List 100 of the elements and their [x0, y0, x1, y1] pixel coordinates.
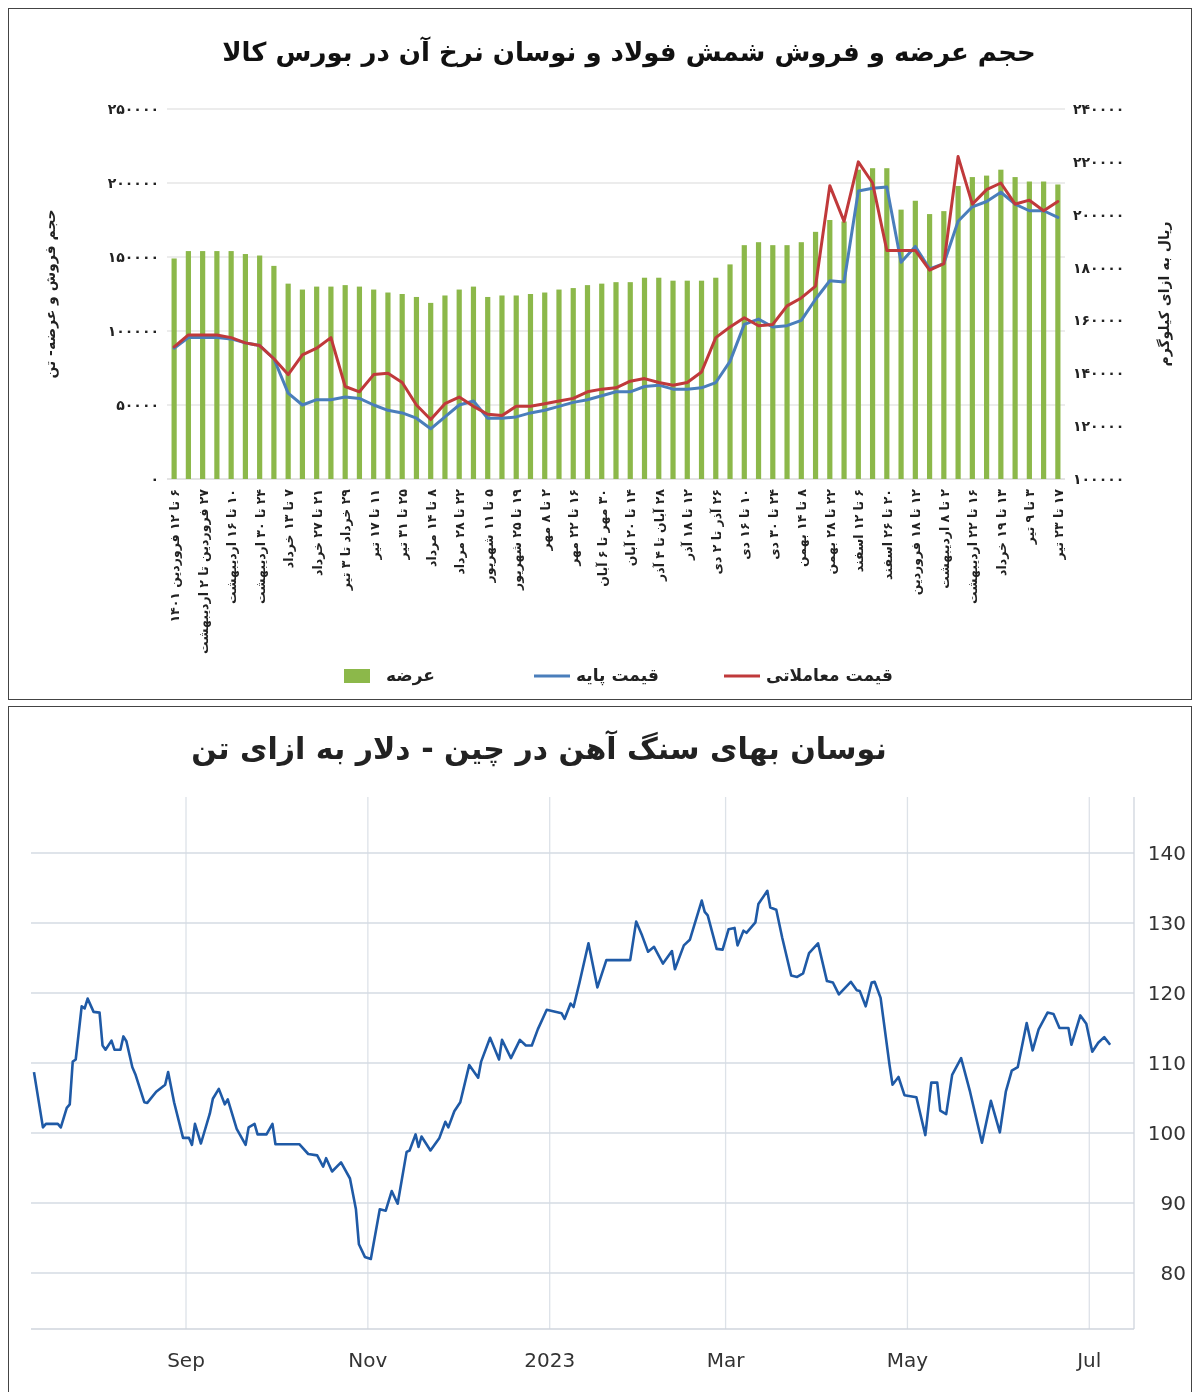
bar — [869, 168, 876, 479]
y2-tick-label: ۲۴۰۰۰۰ — [1073, 101, 1125, 117]
x-tick-label: ۸ تا ۱۴ مرداد — [423, 488, 439, 567]
bar — [984, 175, 990, 479]
x-tick-label: ۲۱ تا ۲۷ خرداد — [309, 489, 325, 576]
x-tick-label: ۱۴ تا ۲۰ آبان — [623, 488, 639, 567]
x-tick-label: ۱۰ تا ۱۶ اردیبهشت — [224, 489, 240, 604]
x-tick-label: ۲ تا ۸ اردیبهشت — [936, 488, 952, 589]
x-tick-label: ۲۲ تا ۲۸ مرداد — [452, 488, 468, 575]
x-tick-label: ۶ تا ۱۲ اسفند — [851, 489, 867, 573]
bar — [299, 289, 306, 479]
bar — [542, 292, 548, 479]
bar — [613, 282, 619, 479]
x-tick-label: May — [886, 1348, 929, 1372]
x-tick-label: ۲۷ فروردین تا ۲ اردیبهشت — [195, 488, 211, 654]
bar — [499, 295, 505, 479]
y-tick-label: 90 — [1160, 1191, 1186, 1215]
y-tick-label: 100 — [1147, 1121, 1186, 1145]
bar — [228, 251, 234, 479]
bar — [185, 251, 191, 479]
x-tick-label: ۱۹ تا ۲۵ شهریور — [509, 488, 525, 592]
bar — [513, 295, 519, 479]
bar — [898, 209, 904, 479]
y2-tick-label: ۲۲۰۰۰۰ — [1073, 153, 1125, 170]
y-tick-label: 120 — [1147, 981, 1186, 1005]
bar — [656, 277, 662, 479]
bar — [527, 294, 534, 479]
x-tick-label: Mar — [706, 1348, 746, 1372]
x-tick-label: ۲۰ تا ۲۶ اسفند — [879, 489, 895, 580]
x-tick-label: ۸ تا ۱۴ بهمن — [794, 488, 810, 567]
chart-title: حجم عرضه و فروش شمش فولاد و نوسان نرخ آن در بورس کالا — [222, 36, 1036, 68]
bar — [641, 277, 648, 479]
x-tick-label: ۱۳ تا ۱۹ خرداد — [993, 488, 1009, 576]
bar — [727, 264, 733, 479]
x-tick-label: ۲۸ آبان تا ۴ آذر — [651, 488, 667, 582]
bar — [1026, 181, 1032, 479]
bar — [584, 285, 591, 479]
x-tick-label: ۲۲ تا ۲۸ بهمن — [822, 488, 838, 575]
x-tick-label: Nov — [348, 1348, 388, 1372]
bar — [342, 285, 348, 479]
x-tick-label: ۲۴ تا ۳۰ اردیبهشت — [252, 488, 268, 604]
y-tick-label: 130 — [1147, 911, 1186, 935]
x-tick-label: ۲۵ تا ۳۱ تیر — [395, 488, 411, 561]
x-tick-label: ۷ تا ۱۳ خرداد — [281, 488, 297, 569]
bar — [1012, 177, 1018, 479]
legend-label: قیمت پایه — [576, 665, 659, 686]
bar — [570, 288, 576, 479]
bar — [428, 302, 434, 479]
bar — [485, 296, 491, 479]
y2-tick-label: ۱۸۰۰۰۰ — [1073, 259, 1125, 276]
bar — [684, 280, 690, 479]
bar — [399, 294, 405, 479]
bar — [442, 295, 448, 479]
y2-tick-label: ۱۰۰۰۰۰ — [1073, 471, 1125, 487]
bar — [285, 283, 291, 479]
bar — [385, 292, 391, 479]
bar — [171, 258, 177, 479]
bar — [1055, 184, 1061, 479]
bar — [926, 214, 933, 479]
x-tick-label: 2023 — [524, 1348, 576, 1372]
bar — [969, 177, 975, 479]
bar — [314, 286, 320, 479]
x-tick-label: ۳۰ مهر تا ۶ آبان — [594, 489, 610, 587]
bar — [627, 282, 633, 479]
x-tick-label: ۳ تا ۹ تیر — [1022, 488, 1038, 546]
bar — [413, 296, 420, 479]
bar — [271, 265, 277, 479]
y-axis-title: حجم فروش و عرضه- تن — [42, 209, 59, 379]
y-tick-label: ۵۰۰۰۰ — [116, 397, 159, 413]
y-tick-label: 110 — [1147, 1051, 1186, 1075]
bar — [371, 289, 377, 479]
bar — [955, 185, 961, 479]
bar — [356, 286, 363, 479]
y2-axis-title: ریال به ازای کیلوگرم — [1156, 221, 1173, 367]
x-tick-label: ۲۶ آذر تا ۲ دی — [708, 489, 724, 575]
bar — [242, 254, 248, 479]
bar — [556, 289, 562, 479]
bar — [827, 220, 833, 479]
line-series — [32, 889, 1112, 1261]
bar — [470, 286, 477, 479]
bar — [599, 283, 605, 479]
bar — [784, 245, 790, 479]
x-tick-label: ۱۶ تا ۲۲ مهر — [566, 489, 582, 567]
bar — [755, 242, 762, 479]
legend-label: عرضه — [386, 665, 435, 686]
y-tick-label: ۱۰۰۰۰۰ — [107, 323, 159, 339]
bar — [855, 169, 861, 479]
chart-title: نوسان بهای سنگ آهن در چین - دلار به ازای تن — [191, 730, 887, 767]
legend-label: قیمت معاملاتی — [766, 665, 893, 685]
bar — [770, 245, 776, 479]
y-tick-label: ۱۵۰۰۰۰ — [107, 249, 159, 265]
x-tick-label: ۱۰ تا ۱۶ دی — [737, 489, 753, 560]
x-tick-label: ۵ تا ۱۱ شهریور — [480, 488, 496, 584]
bar — [941, 211, 947, 479]
x-tick-label: ۱۲ تا ۱۸ فروردین — [908, 488, 924, 596]
bar — [200, 251, 206, 479]
bar — [798, 242, 804, 479]
x-tick-label: ۲۴ تا ۳۰ دی — [765, 488, 781, 560]
y2-tick-label: ۲۰۰۰۰۰ — [1073, 206, 1125, 223]
x-tick-label: ۱۱ تا ۱۷ تیر — [366, 489, 382, 561]
